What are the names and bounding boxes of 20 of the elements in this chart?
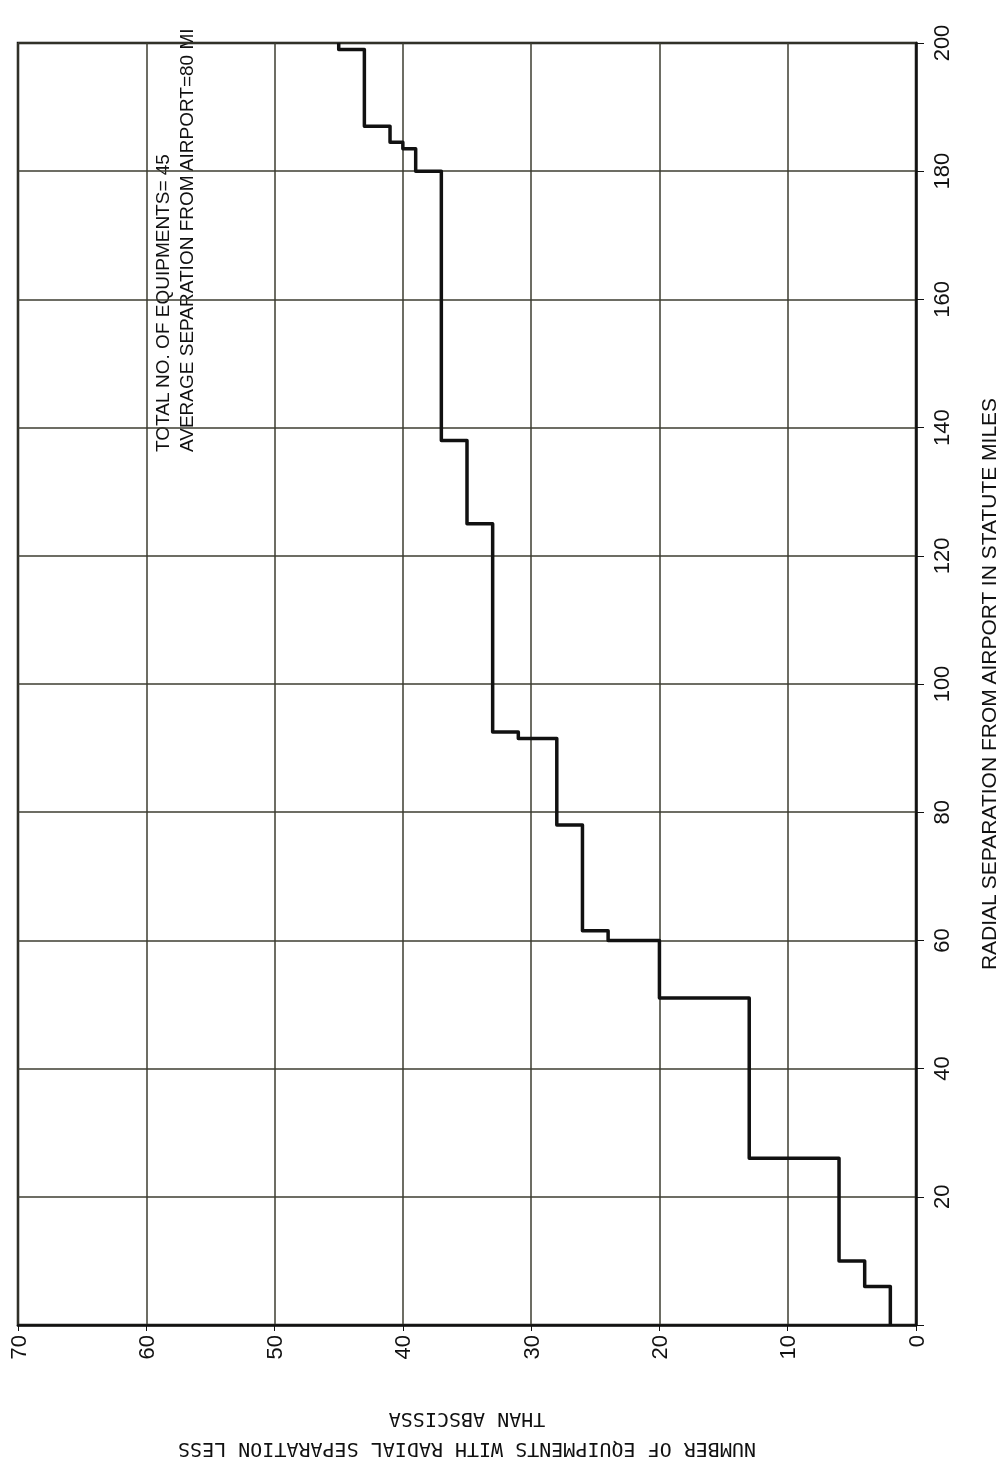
y-tick-label: 40 [928, 1056, 954, 1081]
y-axis-title: RADIAL SEPARATION FROM AIRPORT IN STATUTE MILES [977, 397, 1000, 971]
x-axis-title: NUMBER OF EQUIPMENTS WITH RADIAL SEPARATION LESS THAN ABSCISSA [178, 1408, 756, 1462]
x-tick-label: 50 [262, 1335, 288, 1360]
y-tick-label: 20 [928, 1184, 954, 1210]
x-tick-label: 10 [775, 1335, 801, 1360]
y-tick-label: 140 [928, 409, 954, 446]
x-tick-label: 60 [133, 1335, 159, 1360]
y-tick-label: 80 [928, 799, 954, 825]
y-tick-label: 60 [928, 928, 954, 953]
x-tick-label: 20 [646, 1335, 672, 1360]
y-tick-label: 120 [928, 537, 954, 575]
x-tick-label: 0 [903, 1335, 929, 1348]
y-tick-label: 180 [928, 152, 954, 190]
y-tick-label: 100 [928, 665, 954, 703]
x-tick-label: 40 [390, 1335, 416, 1360]
y-tick-label: 160 [928, 281, 954, 318]
x-tick-label: 30 [518, 1335, 544, 1360]
x-tick-label: 70 [5, 1335, 31, 1360]
y-tick-label: 200 [928, 24, 954, 62]
